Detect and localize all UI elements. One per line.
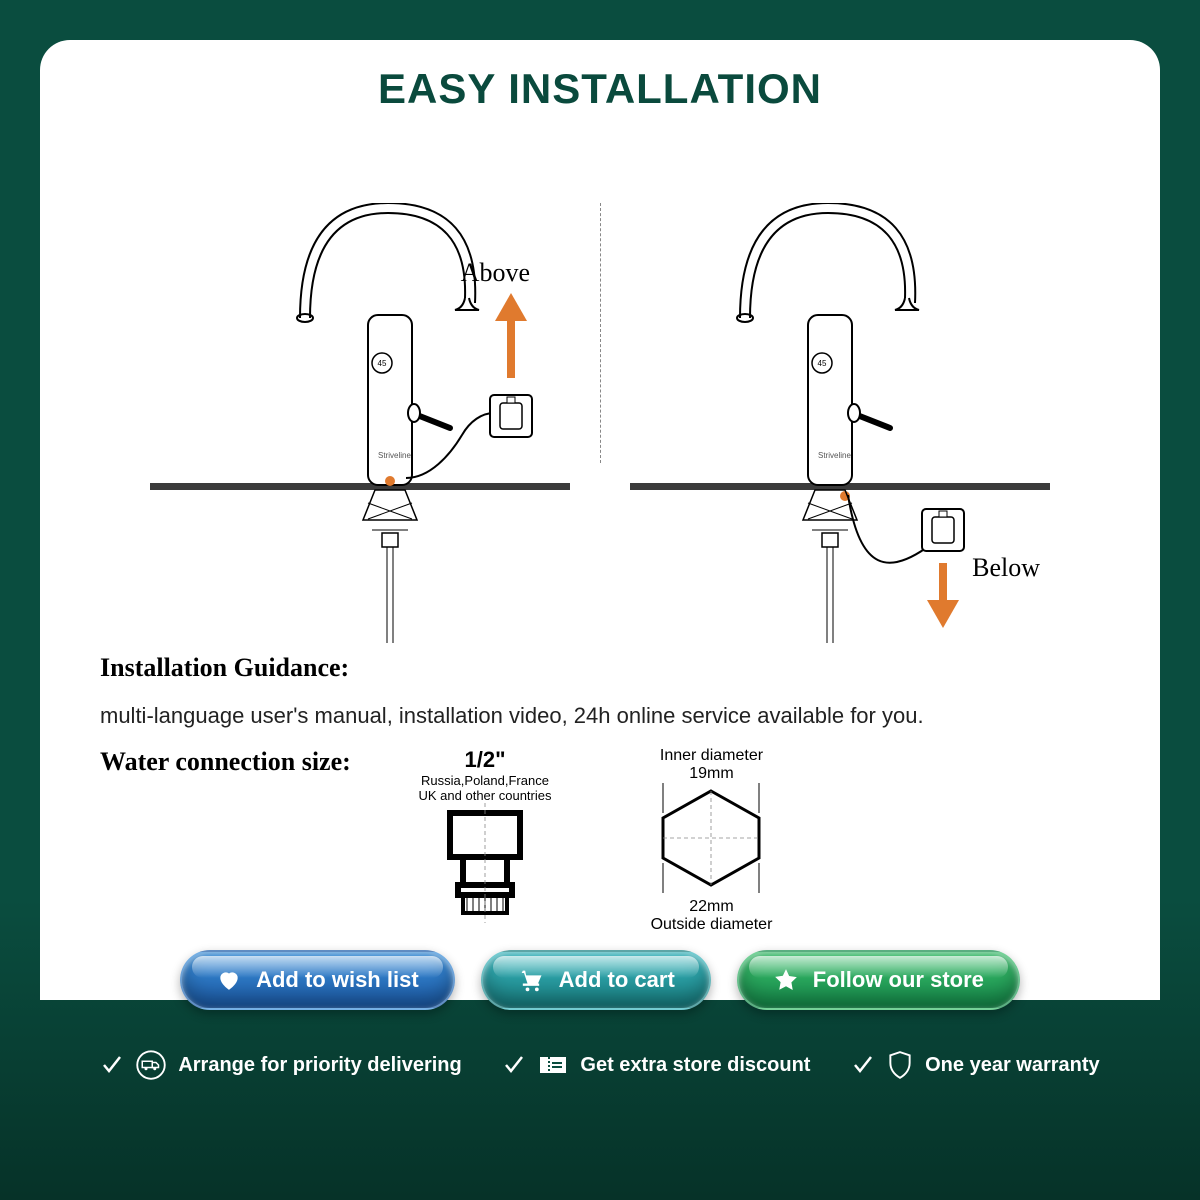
svg-text:45: 45 [818,359,827,368]
diagram-below: Below 45 Striveline [630,203,1050,653]
svg-text:Striveline: Striveline [378,451,411,460]
arrow-down-icon [927,563,959,628]
follow-label: Follow our store [813,967,984,993]
faucet-diagram-below: 45 Striveline [630,203,1050,653]
check-icon [100,1053,124,1077]
cart-icon [517,966,545,994]
connection-size-right: Inner diameter 19mm 22mm Outside diamete… [641,747,781,938]
cta-row: Add to wish list Add to cart Follow our … [0,950,1200,1010]
connection-size-left: 1/2" Russia,Poland,France UK and other c… [419,747,552,938]
benefit-label: Get extra store discount [580,1054,810,1077]
connection-right-top-value: 19mm [641,765,781,783]
benefit-label: Arrange for priority delivering [178,1054,461,1077]
add-to-cart-button[interactable]: Add to cart [481,950,711,1010]
connection-right-bottom-value: 22mm [641,898,781,916]
truck-icon [136,1050,166,1080]
arrow-up-icon [495,293,527,378]
connection-left-title: 1/2" [419,747,552,773]
benefit-priority-delivery: Arrange for priority delivering [100,1050,461,1080]
star-icon [773,967,799,993]
benefit-discount: Get extra store discount [502,1050,810,1080]
follow-store-button[interactable]: Follow our store [737,950,1020,1010]
guidance-body: multi-language user's manual, installati… [100,703,1100,729]
benefit-warranty: One year warranty [851,1050,1100,1080]
content-card: EASY INSTALLATION Above 45 [40,40,1160,1000]
faucet-diagram-above: 45 Striveline [150,203,570,653]
check-icon [502,1053,526,1077]
connection-right-bottom-label: Outside diameter [641,916,781,934]
faucet-display: 45 [378,359,387,368]
svg-text:Striveline: Striveline [818,451,851,460]
coupon-icon [538,1053,568,1077]
guidance-heading: Installation Guidance: [100,653,1100,683]
benefits-row: Arrange for priority delivering Get extr… [0,1050,1200,1080]
connection-left-subtitle: Russia,Poland,France UK and other countr… [419,773,552,803]
hex-nut-icon [641,783,781,893]
diagram-above: Above 45 Striveline [150,203,570,653]
page-title: EASY INSTALLATION [100,65,1100,113]
check-icon [851,1053,875,1077]
wishlist-label: Add to wish list [256,967,419,993]
heart-icon [216,967,242,993]
diagram-divider [600,203,601,463]
diagram-row: Above 45 Striveline [100,203,1100,653]
connector-fitting-icon [425,803,545,933]
connection-right-top-label: Inner diameter [641,747,781,765]
shield-icon [887,1050,913,1080]
cart-label: Add to cart [559,967,675,993]
wishlist-button[interactable]: Add to wish list [180,950,455,1010]
benefit-label: One year warranty [925,1054,1100,1077]
